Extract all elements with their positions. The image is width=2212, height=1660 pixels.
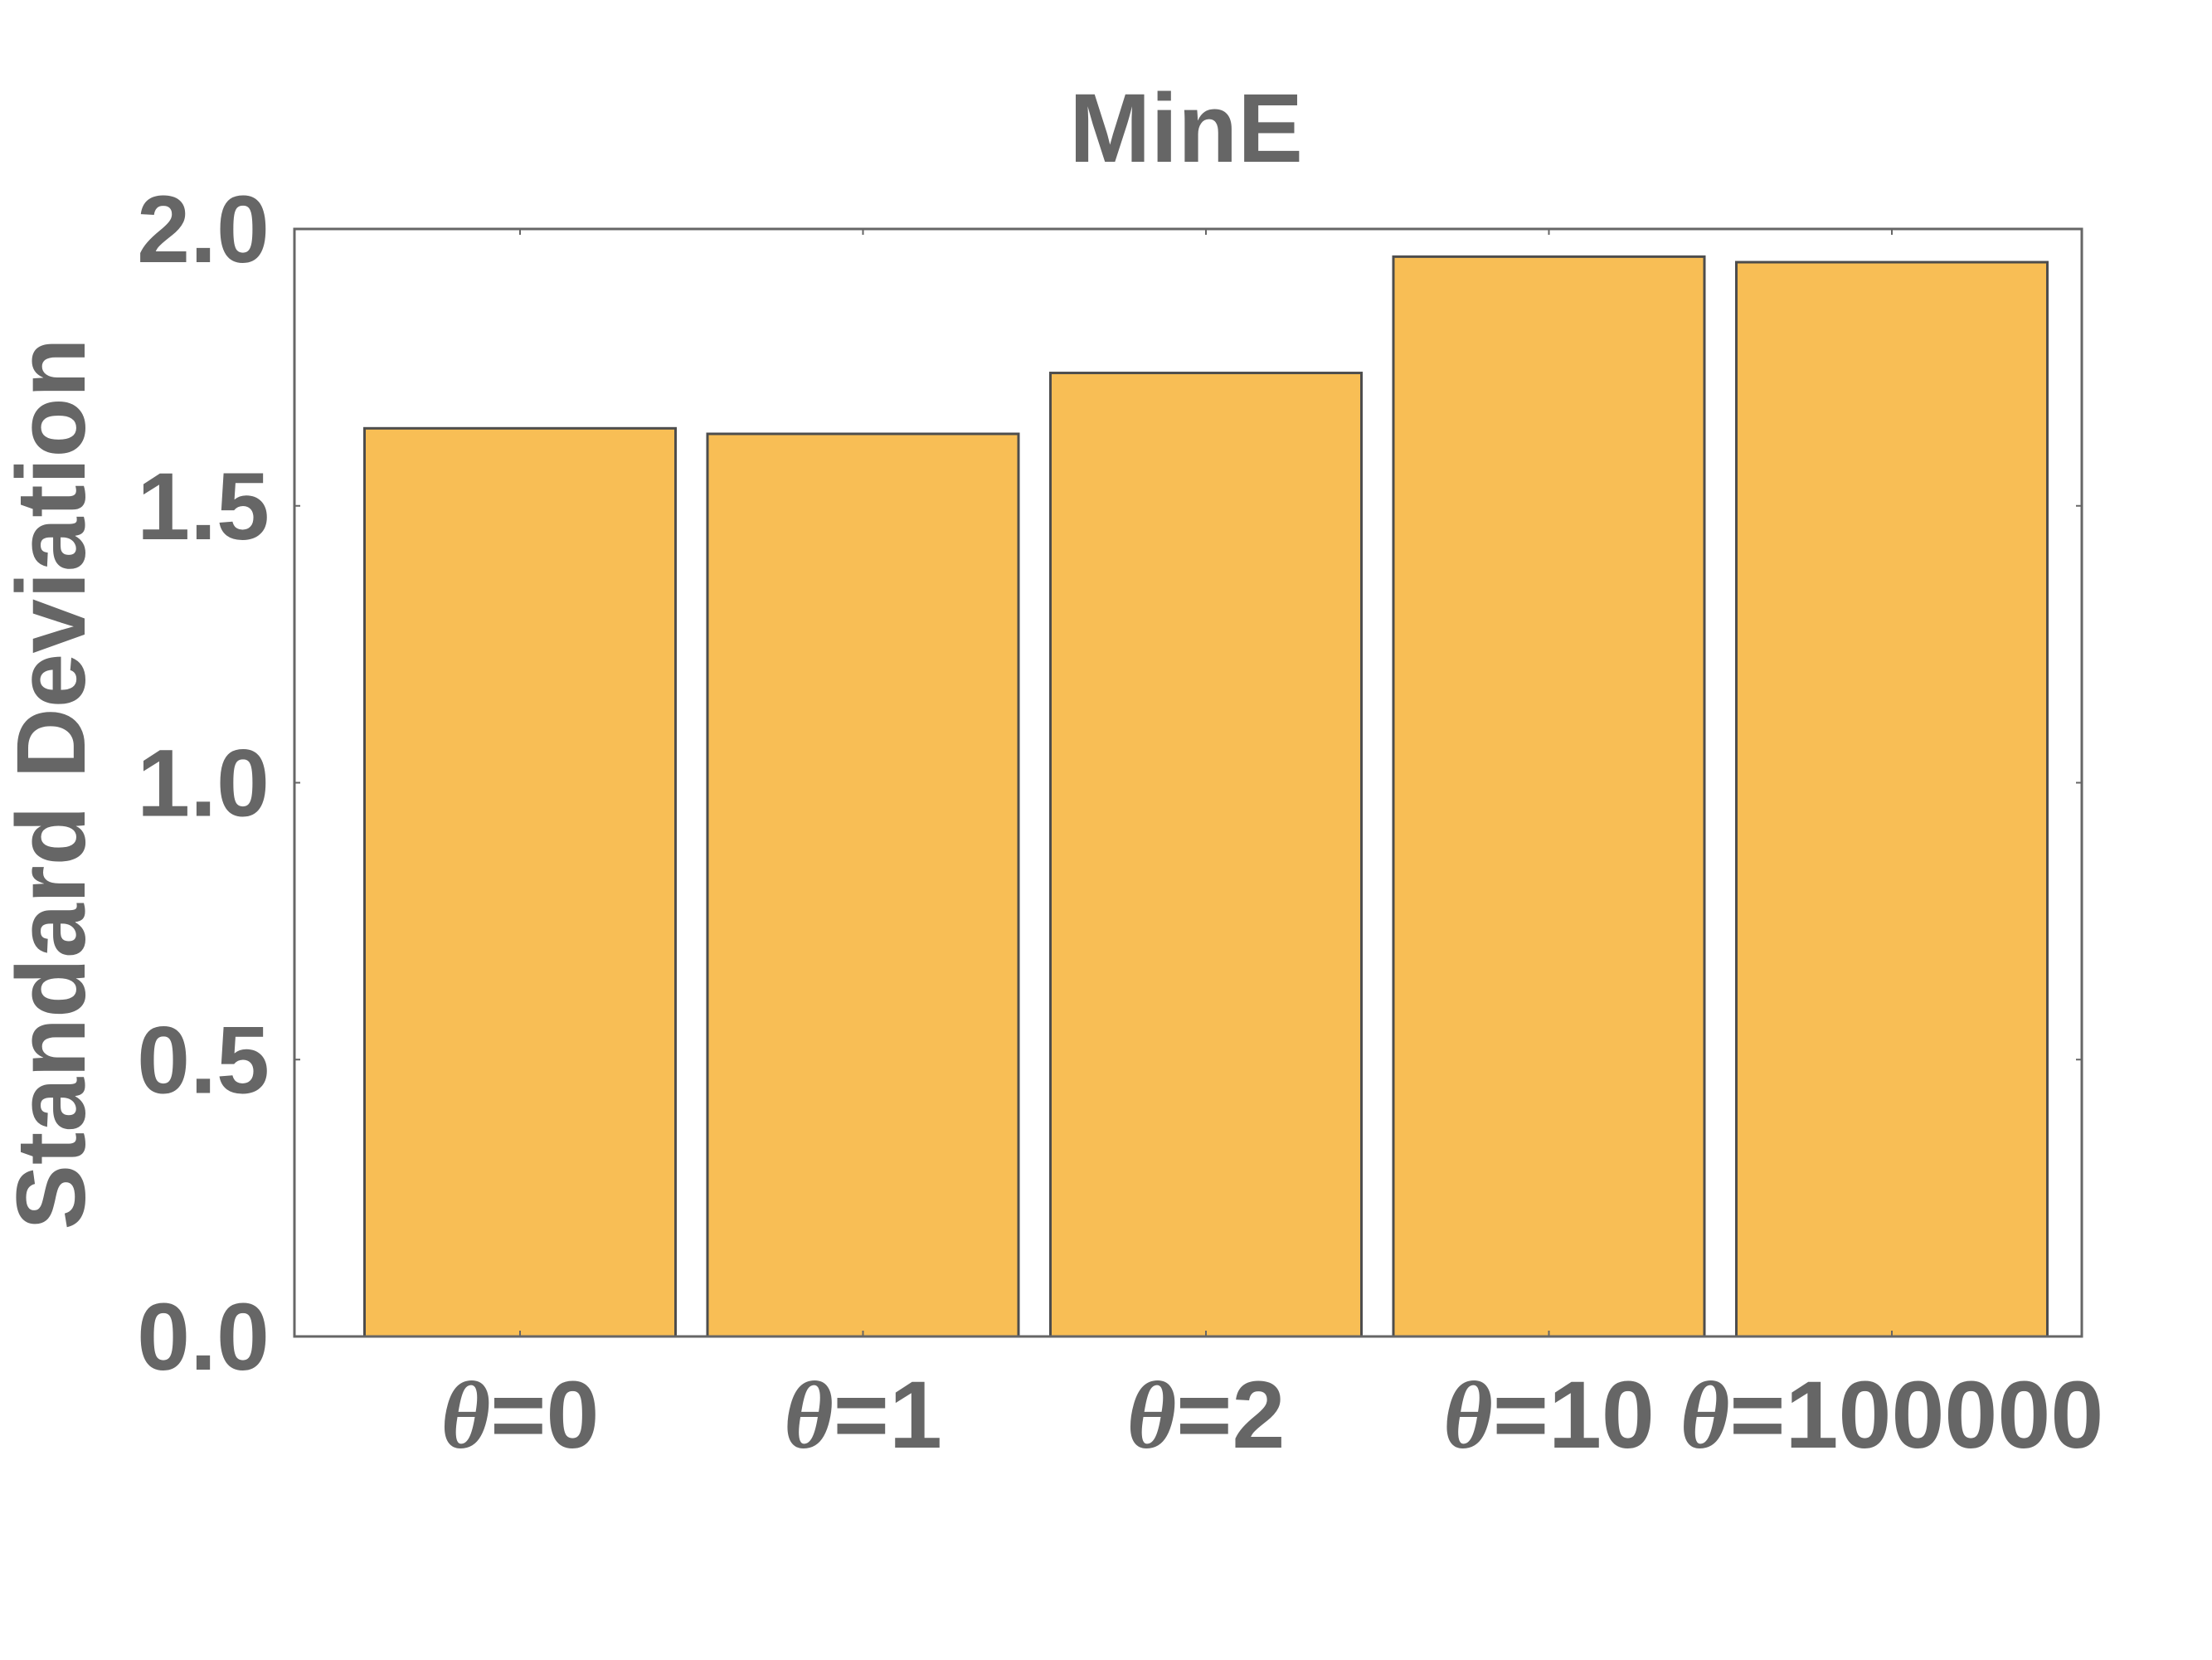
x-tick-label: θ=1 xyxy=(784,1362,942,1468)
chart-title: MinE xyxy=(1069,74,1303,183)
x-tick-label: θ=10 xyxy=(1443,1362,1655,1468)
y-tick-label: 0.0 xyxy=(137,1284,270,1390)
y-tick-label: 1.5 xyxy=(137,454,270,560)
y-tick-labels: 0.0 0.5 1.0 1.5 2.0 xyxy=(137,177,270,1390)
y-axis-label: Standard Deviation xyxy=(0,338,106,1229)
bars-layer xyxy=(363,255,2049,1338)
y-tick-label: 0.5 xyxy=(137,1007,270,1113)
ticks-layer xyxy=(294,228,2082,1337)
x-tick-labels: θ=0 θ=1 θ=2 θ=10 θ=100000 xyxy=(441,1362,2104,1468)
bar xyxy=(1049,372,1363,1338)
bar xyxy=(706,432,1020,1338)
x-tick-label: θ=100000 xyxy=(1680,1362,2104,1468)
bar xyxy=(1735,260,2049,1338)
bar xyxy=(1392,255,1706,1338)
bar xyxy=(363,426,677,1338)
y-tick-label: 2.0 xyxy=(137,177,270,283)
x-tick-label: θ=2 xyxy=(1127,1362,1286,1468)
x-tick-label: θ=0 xyxy=(441,1362,600,1468)
y-tick-label: 1.0 xyxy=(137,731,270,837)
